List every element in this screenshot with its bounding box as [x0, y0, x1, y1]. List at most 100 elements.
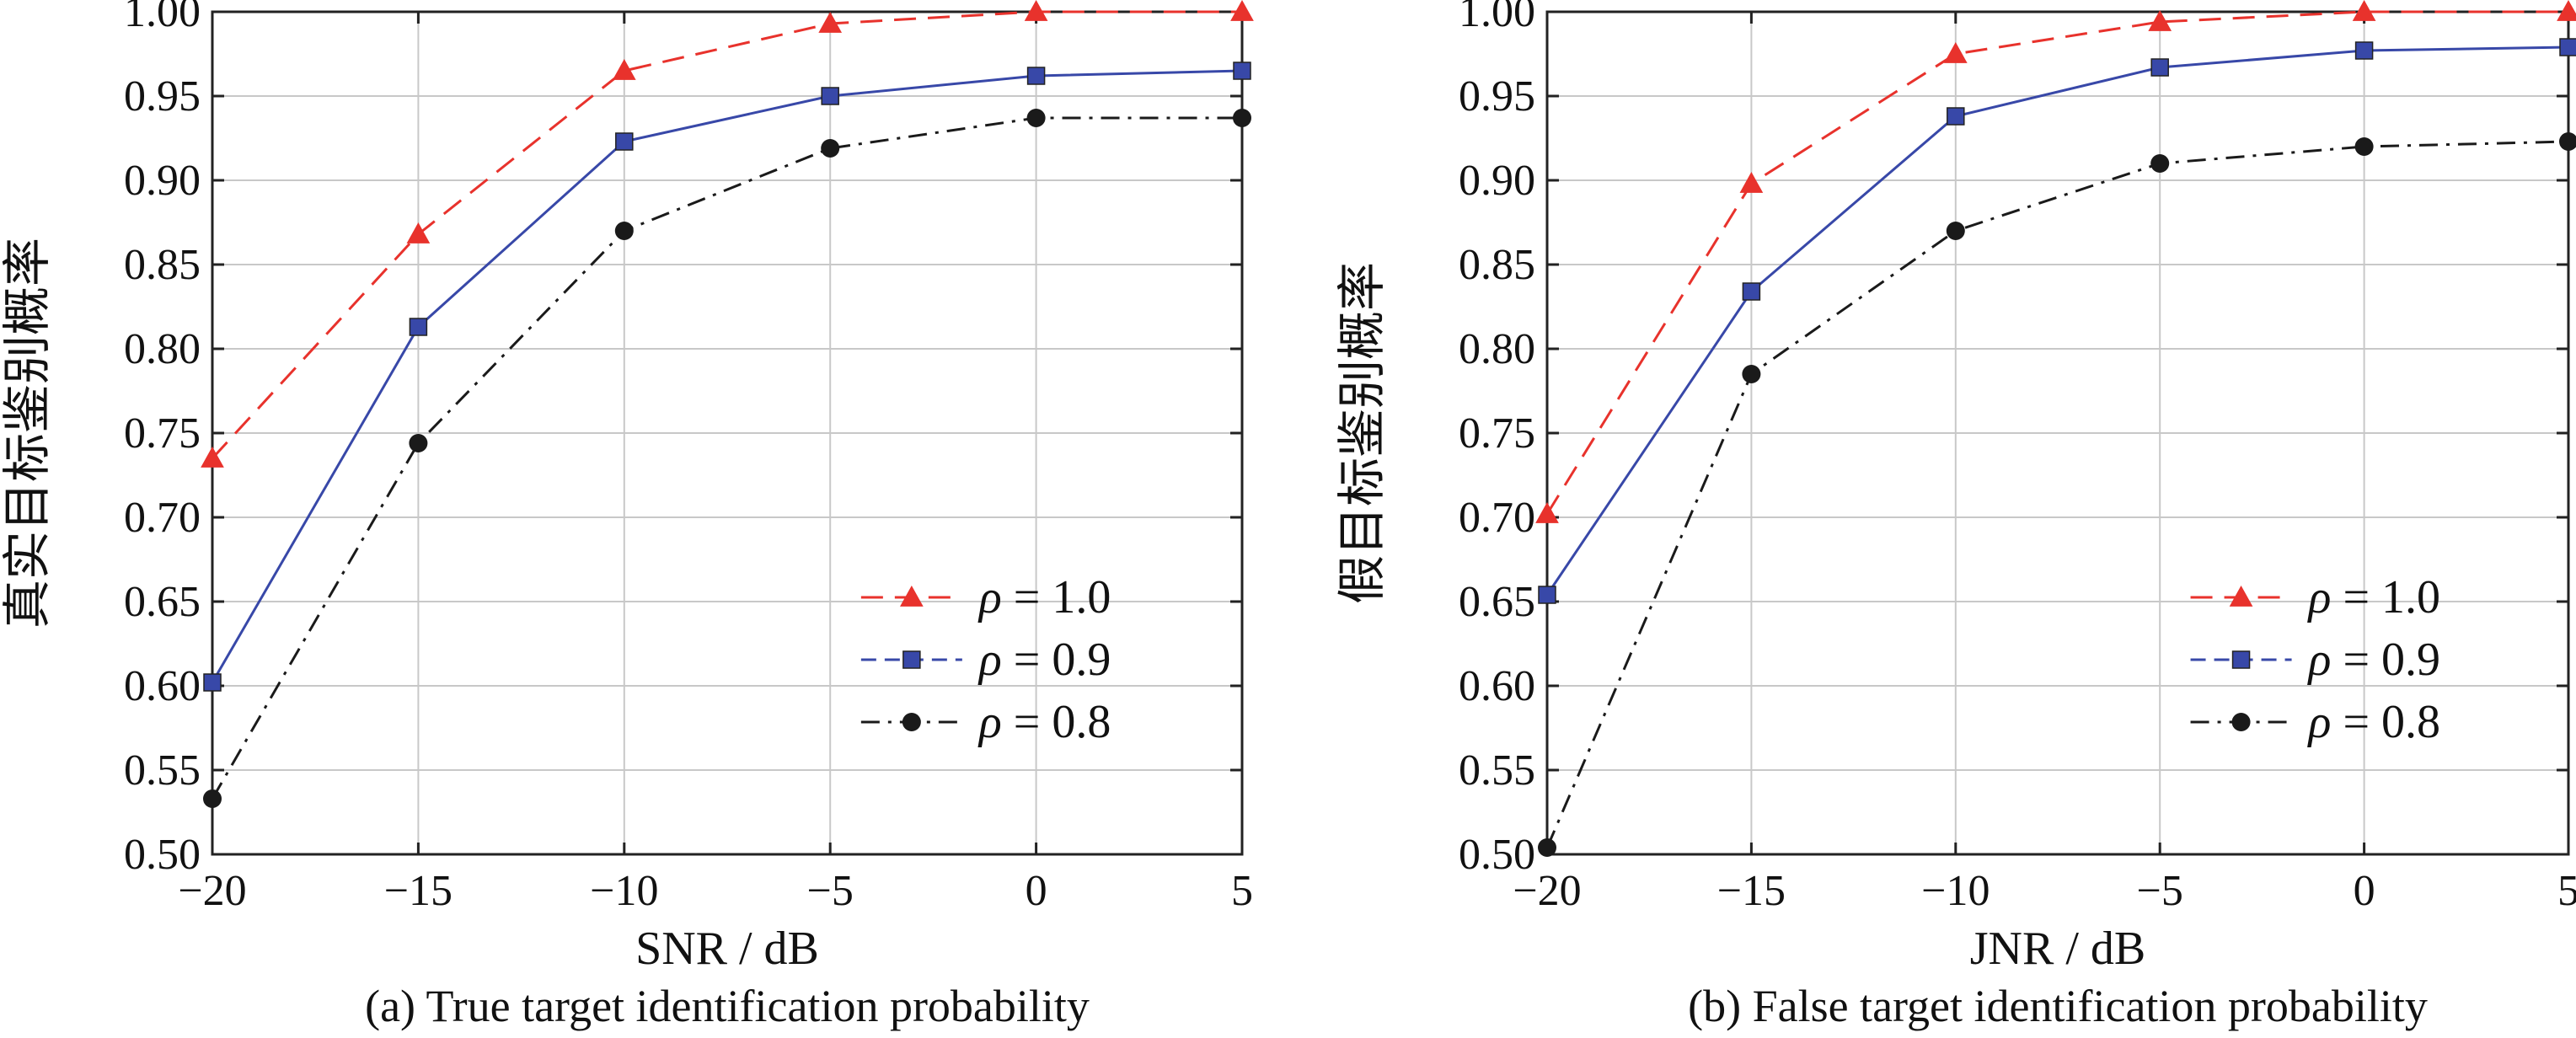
data-point-triangle	[1230, 0, 1254, 21]
data-point-circle	[1233, 109, 1251, 127]
y-tick-label: 0.80	[1459, 325, 1535, 373]
y-tick-label: 0.55	[1459, 746, 1535, 795]
legend-value: = 1.0	[2331, 571, 2440, 623]
legend-marker-triangle	[2229, 585, 2253, 607]
y-tick-label: 1.00	[1459, 0, 1535, 36]
data-point-circle	[2150, 154, 2170, 173]
legend-rho: ρ	[977, 634, 1002, 686]
data-point-circle	[1946, 222, 1965, 240]
y-tick-label: 0.55	[124, 746, 201, 795]
y-tick-label: 0.80	[124, 325, 201, 373]
x-tick-label: 5	[1231, 867, 1253, 915]
data-point-triangle	[2148, 9, 2172, 31]
series-line	[1545, 10, 2568, 515]
series-line	[211, 116, 1242, 800]
panel-b-caption: (b) False target identification probabil…	[1688, 981, 2428, 1031]
x-tick-label: −15	[1717, 867, 1786, 915]
legend-marker-circle	[902, 713, 921, 731]
y-tick-label: 0.50	[1459, 831, 1535, 879]
data-point-circle	[2354, 137, 2374, 156]
series-square	[203, 62, 1251, 692]
series-circle	[1538, 132, 2576, 857]
y-tick-label: 0.70	[1459, 494, 1535, 542]
y-tick-label: 0.85	[1459, 241, 1535, 289]
legend-rho: ρ	[2307, 634, 2332, 686]
panel-a: 0.50 0.55 0.60 0.65 0.70 0.75 0.80 0.85 0.90 0.95…	[0, 0, 1254, 1031]
data-point-square	[1742, 282, 1761, 301]
x-tick-label: −15	[384, 867, 453, 915]
y-tick-label: 0.60	[124, 662, 201, 710]
panel-a-y-axis-label: 真实目标鉴别概率	[0, 238, 55, 629]
x-tick-label: −5	[807, 867, 854, 915]
data-point-square	[821, 87, 839, 105]
series-triangle	[201, 0, 1254, 468]
x-tick-label: −10	[1921, 867, 1990, 915]
data-point-square	[409, 318, 428, 336]
data-point-triangle	[1739, 171, 1764, 193]
data-point-triangle	[201, 446, 224, 468]
data-point-circle	[203, 789, 222, 808]
x-tick-label: −10	[590, 867, 658, 915]
panel-b-x-axis-label: JNR / dB	[1970, 923, 2146, 975]
legend-value: = 0.9	[2331, 634, 2440, 686]
data-point-square	[615, 132, 634, 151]
data-point-circle	[821, 139, 840, 158]
data-point-circle	[1742, 365, 1761, 383]
data-point-triangle	[1024, 0, 1048, 21]
data-point-square	[2354, 41, 2374, 60]
x-tick-label: 0	[2354, 867, 2375, 915]
y-tick-label: 0.65	[124, 578, 201, 626]
y-tick-label: 0.75	[1459, 409, 1535, 457]
y-tick-label: 0.95	[124, 72, 201, 120]
x-tick-label: −20	[178, 867, 246, 915]
data-point-triangle	[406, 222, 431, 243]
legend-value: = 0.8	[2331, 696, 2440, 748]
legend-marker-square	[2231, 650, 2251, 669]
data-point-triangle	[2352, 0, 2376, 21]
series-square	[1538, 38, 2576, 604]
y-tick-label: 0.95	[1459, 72, 1535, 120]
series-circle	[203, 109, 1251, 808]
data-point-circle	[409, 434, 428, 452]
x-tick-label: −20	[1513, 867, 1581, 915]
y-tick-label: 0.85	[124, 241, 201, 289]
panel-a-legend: ρ = 1.0ρ = 0.9ρ = 0.8	[860, 571, 1111, 748]
series-triangle	[1535, 0, 2576, 523]
data-point-square	[2150, 58, 2169, 77]
legend-label: ρ = 0.8	[977, 696, 1111, 748]
data-point-circle	[614, 222, 634, 240]
data-point-triangle	[818, 11, 843, 33]
legend-marker-square	[902, 650, 921, 669]
data-point-square	[203, 673, 222, 692]
y-tick-label: 0.75	[124, 409, 201, 457]
series-line	[1545, 140, 2569, 848]
data-point-triangle	[1943, 41, 1968, 63]
data-point-square	[2559, 38, 2576, 56]
y-tick-label: 0.90	[1459, 157, 1535, 205]
legend-label: ρ = 1.0	[2307, 571, 2440, 623]
legend-rho: ρ	[977, 571, 1002, 623]
data-point-square	[1538, 586, 1556, 604]
y-tick-label: 0.65	[1459, 578, 1535, 626]
series-line	[1545, 45, 2569, 596]
legend-rho: ρ	[977, 696, 1002, 748]
legend-label: ρ = 0.9	[977, 634, 1111, 686]
y-tick-label: 0.90	[124, 157, 201, 205]
data-point-square	[1026, 67, 1046, 85]
data-point-square	[1233, 62, 1251, 80]
legend-value: = 0.8	[1002, 696, 1111, 748]
data-point-triangle	[2557, 0, 2576, 21]
legend-marker-circle	[2231, 713, 2251, 731]
legend-marker-triangle	[900, 585, 924, 607]
legend-value: = 1.0	[1002, 571, 1111, 623]
data-point-circle	[1026, 109, 1046, 127]
panel-a-caption: (a) True target identification probabili…	[365, 981, 1090, 1031]
y-tick-label: 1.00	[124, 0, 201, 36]
x-tick-label: 0	[1026, 867, 1047, 915]
legend-label: ρ = 0.8	[2307, 696, 2440, 748]
data-point-circle	[1538, 838, 1556, 857]
legend-value: = 0.9	[1002, 634, 1111, 686]
data-point-circle	[2559, 132, 2576, 151]
panel-a-x-axis-label: SNR / dB	[635, 923, 819, 975]
